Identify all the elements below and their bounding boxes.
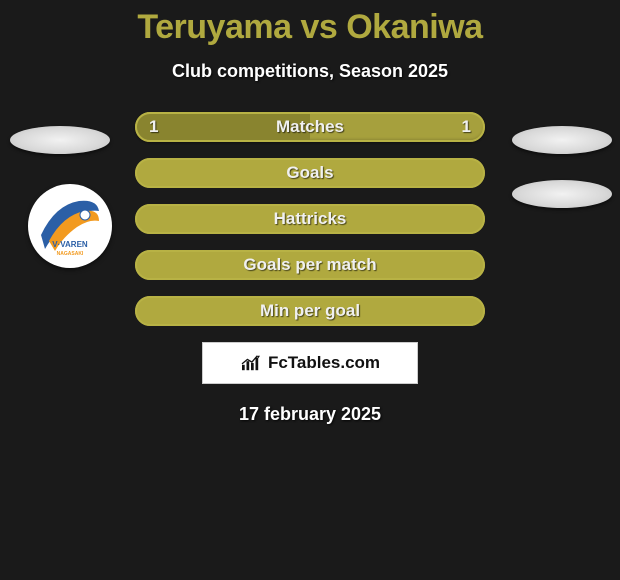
player-left-ellipse [10, 126, 110, 154]
bar-row-goals: Goals [135, 158, 485, 188]
bar-label: Matches [135, 112, 485, 142]
comparison-stage: V·VAREN NAGASAKI 1 Matches 1 Goals Hattr… [0, 112, 620, 425]
stat-bars: 1 Matches 1 Goals Hattricks Goals per ma… [135, 112, 485, 326]
bar-label: Hattricks [135, 204, 485, 234]
svg-text:NAGASAKI: NAGASAKI [57, 251, 84, 257]
team-badge-left: V·VAREN NAGASAKI [28, 184, 112, 268]
team-badge-icon: V·VAREN NAGASAKI [35, 191, 105, 261]
footer-date: 17 february 2025 [0, 404, 620, 425]
bar-label: Goals per match [135, 250, 485, 280]
page-title: Teruyama vs Okaniwa [0, 0, 620, 47]
bar-label: Goals [135, 158, 485, 188]
bar-row-hattricks: Hattricks [135, 204, 485, 234]
brand-chart-icon [240, 354, 262, 372]
bar-row-mpg: Min per goal [135, 296, 485, 326]
player-right-ellipse-2 [512, 180, 612, 208]
bar-row-gpm: Goals per match [135, 250, 485, 280]
brand-text: FcTables.com [268, 353, 380, 373]
subtitle: Club competitions, Season 2025 [0, 61, 620, 82]
player-right-ellipse-1 [512, 126, 612, 154]
bar-row-matches: 1 Matches 1 [135, 112, 485, 142]
svg-text:V·VAREN: V·VAREN [52, 240, 88, 249]
bar-label: Min per goal [135, 296, 485, 326]
bar-value-right: 1 [462, 112, 471, 142]
brand-box: FcTables.com [202, 342, 418, 384]
